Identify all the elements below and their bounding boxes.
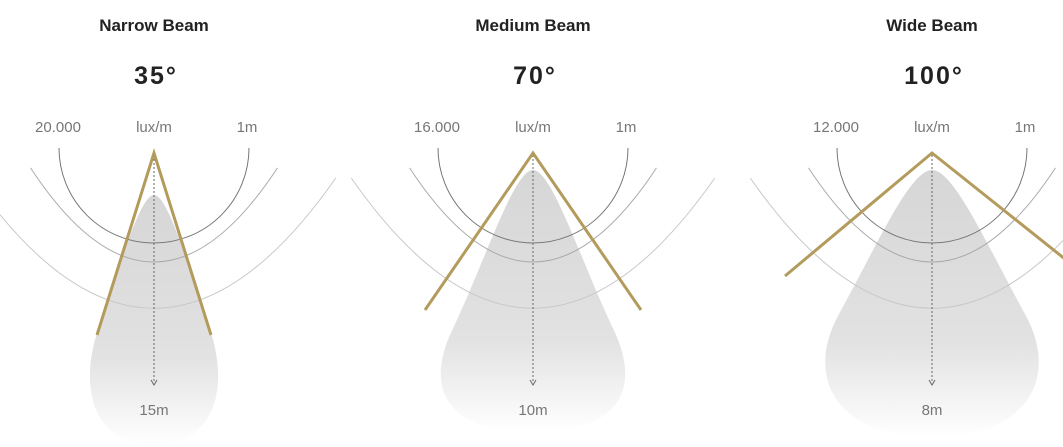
beam-title: Wide Beam [886,16,977,35]
lux-value: 20.000 [35,119,81,136]
lux-value: 16.000 [414,119,460,136]
beam-distance: 8m [922,402,943,419]
lux-value: 12.000 [813,119,859,136]
reference-distance: 1m [616,119,637,136]
beam-panel: Medium Beam 70° 16.000 lux/m 1m 10m [350,16,716,432]
beam-panel: Wide Beam 100° 12.000 lux/m 1m 8m [749,16,1063,437]
beam-angle: 100° [904,62,964,90]
distance-arc [30,167,278,263]
distance-arc [808,167,1056,263]
beam-edge [95,147,213,336]
reference-distance: 1m [237,119,258,136]
beam-edge [423,150,643,311]
distance-arc [409,167,657,263]
distance-arc [58,147,250,244]
distance-arc [437,147,629,244]
beam-distance: 15m [139,402,168,419]
beam-panel: Narrow Beam 35° 20.000 lux/m 1m 15m [0,16,337,445]
lux-unit: lux/m [515,119,551,136]
lux-unit: lux/m [914,119,950,136]
beam-title: Medium Beam [475,16,590,35]
beam-distance: 10m [518,402,547,419]
arrow-head [150,379,158,386]
lux-unit: lux/m [136,119,172,136]
arrow-head [928,379,936,386]
reference-distance: 1m [1015,119,1036,136]
beam-angle: 70° [513,62,557,90]
beam-edge [784,151,1063,278]
distance-arc [836,147,1028,244]
beam-title: Narrow Beam [99,16,209,35]
arrow-head [529,379,537,386]
beam-angle: 35° [134,62,178,90]
